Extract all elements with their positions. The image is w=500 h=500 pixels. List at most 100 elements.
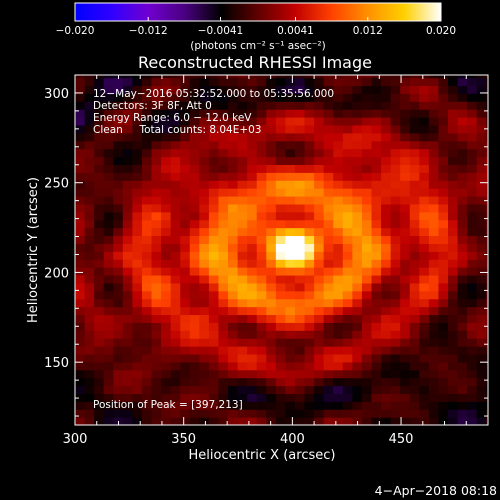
heatmap-cell [381,401,392,410]
heatmap-cell [228,172,239,181]
heatmap-cell [457,219,468,229]
heatmap-cell [342,314,353,323]
heatmap-cell [285,219,296,229]
heatmap-cell [428,274,440,284]
heatmap-cell [457,361,468,371]
heatmap-cell [371,322,382,331]
heatmap-cell [419,156,430,165]
heatmap-cell [189,156,200,165]
heatmap-cell [113,101,124,110]
heatmap-cell [218,330,229,339]
heatmap-cell [400,219,411,229]
heatmap-cell [333,156,344,165]
heatmap-cell [84,109,95,118]
heatmap-cell [141,132,153,142]
heatmap-cell [189,417,200,425]
heatmap-cell [438,361,449,371]
heatmap-cell [256,393,267,402]
heatmap-cell [256,385,267,395]
heatmap-cell [409,85,420,94]
heatmap-cell [467,172,478,181]
heatmap-cell [189,330,200,339]
heatmap-cell [256,109,267,118]
heatmap-cell [419,282,430,292]
heatmap-cell [75,330,86,339]
heatmap-cell [189,393,200,402]
heatmap-cell [247,361,258,371]
heatmap-cell [285,75,296,79]
heatmap-cell [132,109,143,118]
heatmap-cell [132,188,143,197]
heatmap-cell [170,251,181,260]
heatmap-cell [237,282,248,292]
heatmap-cell [314,361,325,371]
heatmap-cell [266,195,277,205]
heatmap-cell [75,188,86,197]
heatmap-cell [419,117,430,126]
heatmap-cell [103,109,114,118]
heatmap-cell [333,235,344,244]
heatmap-cell [237,251,248,260]
heatmap-cell [381,393,392,402]
heatmap-cell [218,75,229,79]
heatmap-cell [161,180,172,189]
heatmap-cell [409,306,420,316]
heatmap-cell [314,195,325,205]
heatmap-cell [428,259,440,268]
heatmap-cell [84,346,95,355]
heatmap-cell [294,156,306,165]
heatmap-cell [448,274,459,284]
heatmap-cell [170,267,181,276]
heatmap-cell [476,385,487,395]
heatmap-cell [170,298,181,308]
heatmap-cell [247,211,258,221]
heatmap-cell [141,361,153,371]
heatmap-cell [199,235,210,244]
heatmap-cell [409,227,420,237]
heatmap-cell [390,346,401,355]
heatmap-cell [333,211,344,221]
heatmap-cell [285,369,296,379]
heatmap-cell [208,314,220,323]
heatmap-cell [218,353,229,363]
heatmap-cell [208,132,220,142]
heatmap-cell [314,203,325,213]
heatmap-cell [75,409,86,418]
heatmap-cell [381,203,392,213]
heatmap-cell [247,377,258,387]
colorbar: −0.020 −0.012 −0.0041 0.0041 0.012 0.020 (pho… [56,2,456,52]
heatmap-cell [189,77,200,87]
heatmap-cell [304,117,315,126]
heatmap-cell [371,117,382,126]
heatmap-cell [266,401,277,410]
heatmap-cell [390,306,401,316]
heatmap-cell [285,306,296,316]
heatmap-cell [122,243,133,252]
heatmap-cell [428,393,440,402]
heatmap-cell [170,409,181,418]
heatmap-cell [294,251,306,260]
heatmap-cell [314,77,325,87]
heatmap-cell [371,156,382,165]
heatmap-cell [180,322,191,331]
heatmap-cell [94,330,105,339]
heatmap-cell [256,338,267,347]
heatmap-cell [275,77,287,87]
heatmap-cell [151,322,162,331]
heatmap-cell [208,290,220,300]
heatmap-cell [390,243,401,252]
heatmap-cell [75,314,86,323]
heatmap-cell [448,401,459,410]
heatmap-cell [113,346,124,355]
heatmap-cell [342,109,353,118]
heatmap-cell [438,330,449,339]
heatmap-cell [208,306,220,316]
heatmap-cell [486,101,488,110]
heatmap-cell [361,203,373,213]
heatmap-cell [371,338,382,347]
heatmap-cell [400,132,411,142]
heatmap-cell [218,251,229,260]
heatmap-cell [361,267,373,276]
heatmap-cell [467,188,478,197]
heatmap-cell [294,172,306,181]
